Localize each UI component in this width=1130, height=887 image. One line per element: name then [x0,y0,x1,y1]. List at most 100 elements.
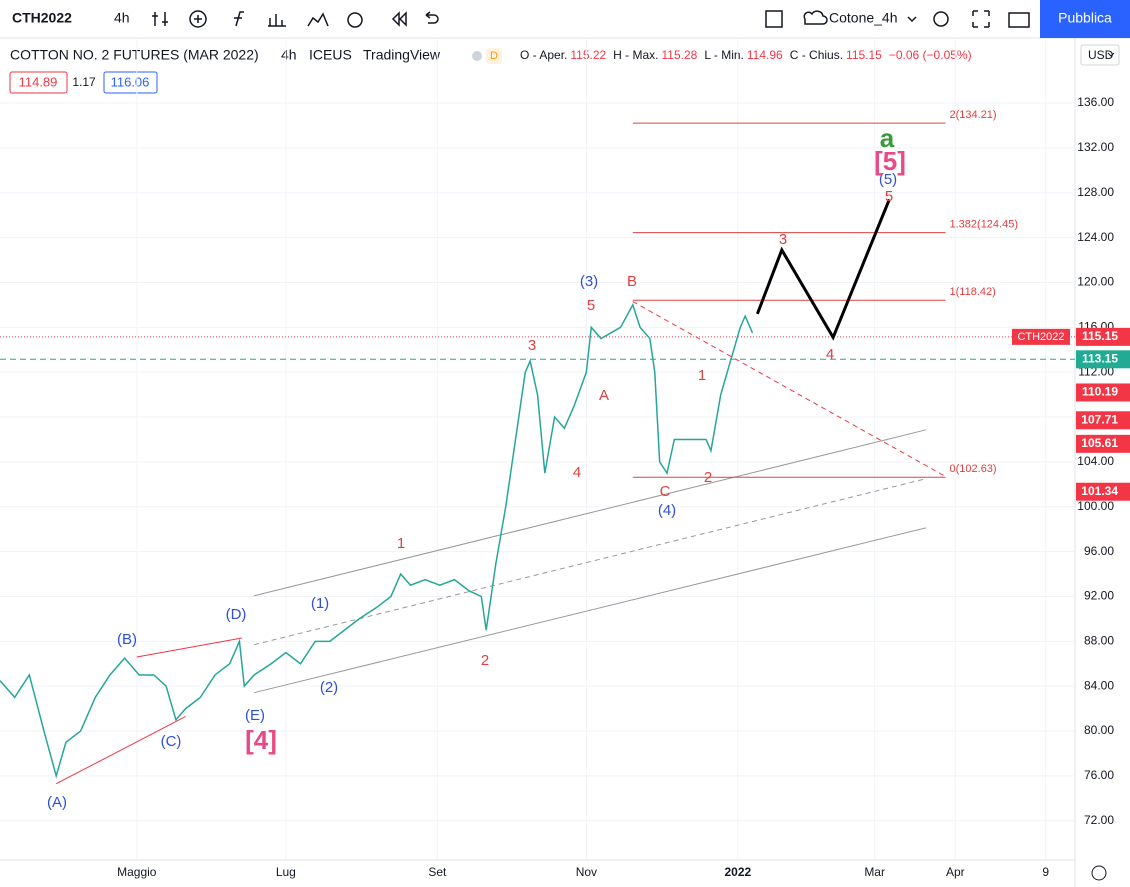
x-tick-label: Lug [276,865,296,879]
currency[interactable]: USD [1088,48,1114,62]
wave-label: (5) [879,171,897,188]
last-price-label: 115.15 [1082,329,1118,343]
toolbar [0,0,1130,38]
y-tick-label: 84.00 [1084,678,1114,692]
spread: 1.17 [72,75,96,89]
wave-label: 4 [826,346,834,363]
badge: D [490,50,498,62]
price-line [0,303,754,779]
wave-label: (3) [580,273,598,290]
wave-label: 4 [573,464,581,481]
projection [755,198,891,341]
legend-interval: 4h [281,47,297,63]
price-tag [1076,350,1130,369]
y-tick-label: 136.00 [1077,95,1114,109]
wave-label: (C) [161,733,182,750]
y-tick-label: 72.00 [1084,813,1114,827]
price-tag-label: 113.15 [1082,351,1118,365]
price-tag-label: 101.34 [1081,484,1118,498]
fib-label: 1.382(124.45) [950,218,1019,230]
price-tag-label: 107.71 [1081,412,1118,426]
wave-label: 5 [885,188,893,205]
last-price-name-bg [1012,328,1070,345]
wave-label: (D) [226,606,247,623]
y-tick-label: 104.00 [1077,454,1114,468]
fib-label: 2(134.21) [950,109,997,121]
currency-caret[interactable] [1107,52,1115,57]
x-tick-label: Maggio [117,865,157,879]
title: COTTON NO. 2 FUTURES (MAR 2022) [10,47,259,63]
wave-label: (2) [320,679,338,696]
layout-name[interactable]: Cotone_4h [829,10,898,26]
badge-bg [486,48,502,64]
exchange: ICEUS [309,47,352,63]
ohlc-label: O - Aper. [520,48,567,62]
trendline [253,478,927,646]
x-tick-label: Nov [576,865,597,879]
wave-label: [5] [874,146,906,176]
price-tag-label: 110.19 [1082,385,1118,399]
currency-select[interactable] [1080,44,1120,66]
price-tag-label: 105.61 [1081,436,1118,450]
wave-label: 3 [528,337,536,354]
x-tick-label: Apr [946,865,965,879]
wave-label: [4] [245,725,277,755]
status-dot [472,51,482,61]
wave-label: (E) [245,707,265,724]
publish-label[interactable]: Pubblica [1058,10,1112,26]
legend: COTTON NO. 2 FUTURES (MAR 2022) 4h ICEUS… [9,44,1120,94]
source: TradingView [363,47,441,63]
toolbar-icons[interactable] [152,10,1030,28]
change: −0.06 (−0.05%) [889,48,972,62]
bid: 114.89 [19,74,58,89]
ohlc-label: H - Max. [613,48,658,62]
wave-label: A [599,387,609,404]
ask: 116.06 [111,74,150,89]
x-tick-label: 2022 [724,865,751,879]
fib-label: 0(102.63) [950,463,997,475]
fib-label: 1(118.42) [950,286,996,298]
y-tick-label: 100.00 [1077,499,1114,513]
last-price-tag [1076,327,1130,346]
wave-label: 2 [704,469,712,486]
trendline [55,716,186,785]
y-tick-label: 96.00 [1084,544,1114,558]
last-price-name: CTH2022 [1017,331,1064,343]
symbol[interactable]: CTH2022 [12,10,72,26]
wave-label: (1) [311,595,329,612]
wave-label: (A) [47,794,67,811]
wave-label: 2 [481,652,489,669]
y-tick-label: 128.00 [1077,185,1114,199]
y-tick-label: 76.00 [1084,768,1114,782]
y-tick-label: 132.00 [1077,140,1114,154]
price-tag [1076,411,1130,430]
ohlc-value: 115.22 [570,48,606,62]
wave-label: 1 [698,367,706,384]
ohlc-label: L - Min. [704,48,744,62]
ohlc-value: 115.15 [846,48,882,62]
trendline [632,301,946,477]
x-tick-label: Mar [864,865,885,879]
ohlc-value: 114.96 [747,48,783,62]
settings-icon[interactable] [1091,865,1107,881]
y-tick-label: 124.00 [1077,230,1114,244]
trendline [253,429,927,597]
wave-label: 1 [397,535,405,552]
interval[interactable]: 4h [114,10,130,26]
y-tick-label: 80.00 [1084,723,1114,737]
wave-label: B [627,273,637,290]
wave-label: a [880,123,895,153]
publish-button[interactable] [1040,0,1130,38]
wave-label: 5 [587,297,595,314]
x-tick-label: 9 [1042,865,1049,879]
y-tick-label: 92.00 [1084,589,1114,603]
plot [0,38,1075,860]
ask-box [103,71,158,94]
bid-box [9,71,68,94]
wave-label: 3 [779,231,787,248]
trendline [253,527,927,694]
price-tag [1076,383,1130,402]
wave-label: C [660,483,671,500]
